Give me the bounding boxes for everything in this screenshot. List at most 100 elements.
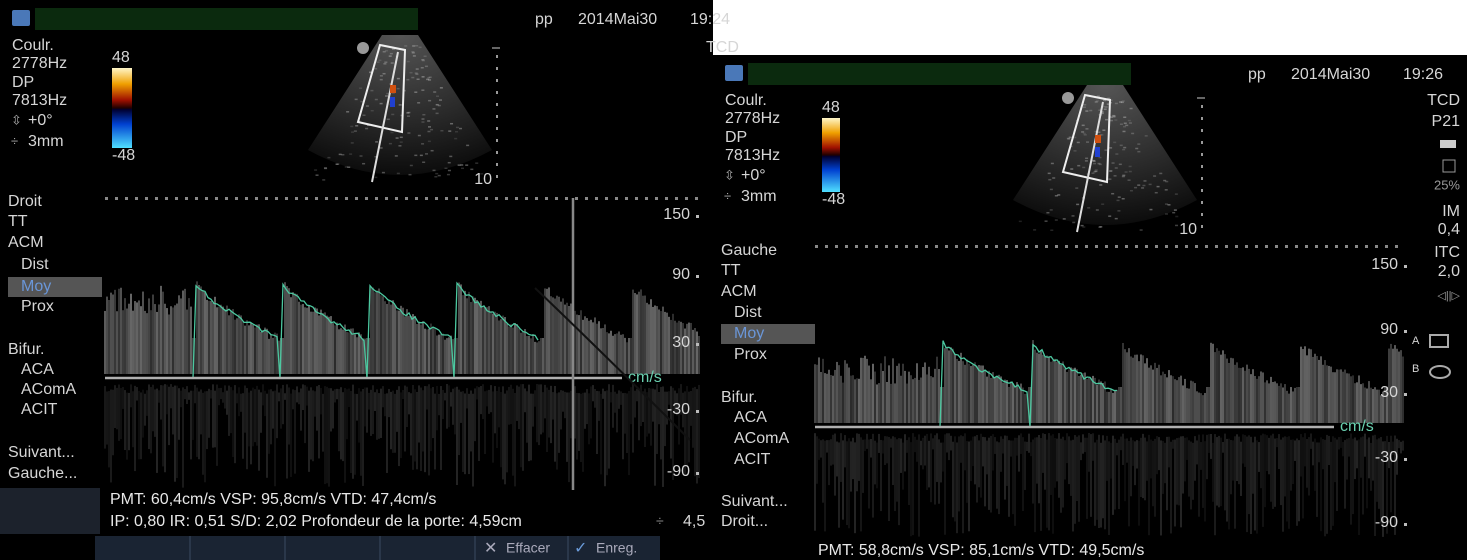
- speckle: [1153, 175, 1157, 177]
- menu-item[interactable]: AComA: [21, 381, 76, 398]
- scale-dot: [1375, 245, 1378, 248]
- speckle: [427, 120, 431, 122]
- speckle: [399, 136, 403, 139]
- menu-item[interactable]: Gauche...: [8, 465, 77, 482]
- scale-dot: [215, 197, 218, 200]
- menu-item[interactable]: Moy: [734, 325, 764, 342]
- speckle: [425, 153, 429, 155]
- menu-item[interactable]: Gauche: [721, 242, 777, 259]
- scale-dot: [435, 197, 438, 200]
- divider-icon: ÷: [656, 513, 664, 529]
- speckle: [1128, 122, 1132, 124]
- speckle: [1104, 106, 1108, 108]
- speckle: [1052, 177, 1056, 179]
- speckle: [1123, 146, 1127, 149]
- printer-icon: [1429, 334, 1449, 348]
- speckle: [1084, 160, 1088, 162]
- speckle: [1128, 170, 1132, 173]
- menu-item[interactable]: Suivant...: [8, 444, 75, 461]
- speckle: [359, 87, 363, 89]
- speckle: [414, 72, 418, 74]
- status-mode: TCD: [1427, 92, 1460, 109]
- sector-image: [1013, 85, 1197, 225]
- menu-item[interactable]: Droit: [8, 193, 42, 210]
- menu-item[interactable]: ACIT: [734, 451, 771, 468]
- menu-item[interactable]: TT: [8, 213, 28, 230]
- scale-dot: [1035, 245, 1038, 248]
- speckle: [1067, 138, 1071, 140]
- button-clear[interactable]: Effacer: [506, 540, 550, 556]
- menu-item[interactable]: Bifur.: [721, 389, 757, 406]
- scale-dot: [1285, 245, 1288, 248]
- scale-dot: [265, 197, 268, 200]
- velocity-tick: [1404, 458, 1407, 461]
- param-icon: ⇳: [724, 167, 735, 182]
- menu-item[interactable]: Dist: [734, 304, 762, 321]
- scale-dot: [835, 245, 838, 248]
- depth-dot: [496, 175, 498, 178]
- scale-dot: [1195, 245, 1198, 248]
- velocity-tick-label: -30: [667, 401, 690, 418]
- menu-item[interactable]: Moy: [21, 278, 51, 295]
- depth-dot: [496, 115, 498, 118]
- scale-dot: [1275, 245, 1278, 248]
- param-text: 7813Hz: [725, 147, 780, 164]
- scale-dot: [1255, 245, 1258, 248]
- speckle: [1139, 229, 1143, 231]
- speckle: [1054, 195, 1058, 197]
- menu-item[interactable]: ACA: [734, 409, 767, 426]
- speckle: [1113, 175, 1117, 177]
- menu-item[interactable]: Droit...: [721, 513, 768, 530]
- scale-dot: [885, 245, 888, 248]
- color-box: [1061, 93, 1112, 184]
- indicator-im-label: IM: [1442, 203, 1460, 220]
- speckle: [412, 55, 416, 57]
- speckle: [1082, 106, 1086, 108]
- speckle: [395, 137, 399, 139]
- menu-item[interactable]: Prox: [734, 346, 767, 363]
- speckle: [409, 164, 413, 167]
- speckle: [435, 103, 439, 106]
- menu-item[interactable]: Bifur.: [8, 341, 44, 358]
- velocity-tick-label: -90: [667, 463, 690, 480]
- speckle: [1099, 184, 1103, 186]
- speckle: [1111, 192, 1115, 195]
- indicator-im-value: 0,4: [1438, 221, 1460, 238]
- param-icon: ÷: [11, 133, 18, 148]
- menu-item[interactable]: ACA: [21, 361, 54, 378]
- menu-item[interactable]: ACM: [721, 283, 757, 300]
- speckle: [427, 130, 431, 133]
- speckle: [1068, 136, 1072, 139]
- scale-dot: [235, 197, 238, 200]
- envelope: [192, 281, 539, 379]
- menu-item[interactable]: Suivant...: [721, 493, 788, 510]
- scale-dot: [125, 197, 128, 200]
- velocity-tick-label: 30: [672, 334, 690, 351]
- doppler-line: [371, 51, 399, 183]
- marker-b: B: [1412, 363, 1419, 375]
- scale-dot: [535, 197, 538, 200]
- speckle: [440, 129, 444, 132]
- speckle: [374, 98, 378, 101]
- scale-dot: [1355, 245, 1358, 248]
- speckle: [1049, 188, 1053, 191]
- speckle: [1127, 179, 1131, 181]
- menu-item[interactable]: Prox: [21, 298, 54, 315]
- speckle: [1103, 108, 1107, 110]
- speckle: [1122, 125, 1126, 128]
- color-box: [356, 43, 407, 134]
- speckle: [1094, 170, 1098, 173]
- menu-item[interactable]: Dist: [21, 256, 49, 273]
- button-save[interactable]: Enreg.: [596, 540, 637, 556]
- info-panel: [0, 488, 100, 534]
- menu-item[interactable]: ACIT: [21, 401, 58, 418]
- velocity-tick: [1404, 265, 1407, 268]
- speckle: [350, 125, 354, 128]
- menu-item[interactable]: TT: [721, 262, 741, 279]
- menu-item[interactable]: ACM: [8, 234, 44, 251]
- scale-dot: [955, 245, 958, 248]
- speckle: [1096, 95, 1100, 97]
- speckle: [421, 59, 425, 61]
- menu-item[interactable]: AComA: [734, 430, 789, 447]
- speckle: [347, 166, 351, 169]
